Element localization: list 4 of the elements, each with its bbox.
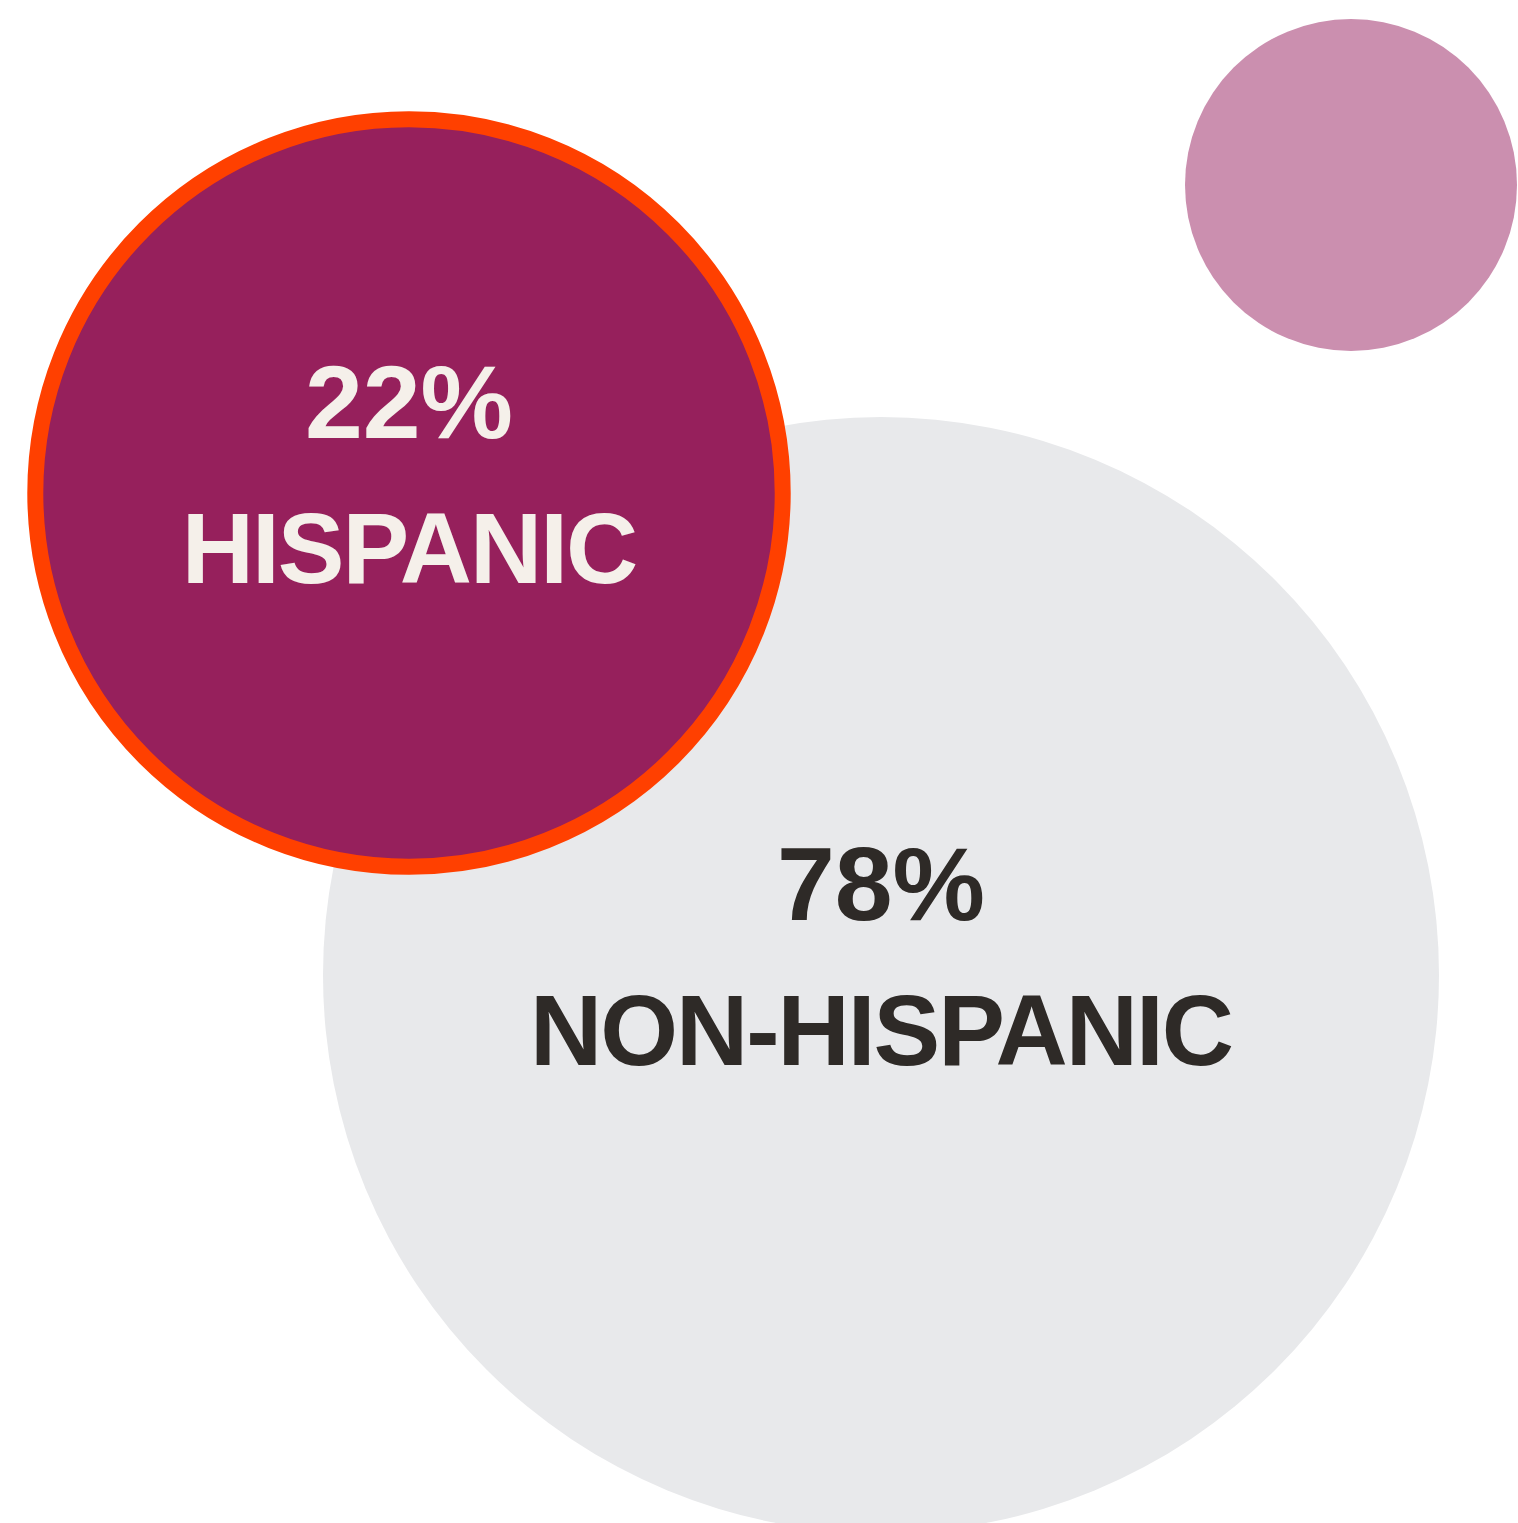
data-label: 78% — [776, 826, 986, 942]
data-label: 22% — [304, 344, 514, 460]
category-label: HISPANIC — [181, 492, 637, 604]
category-label: NON-HISPANIC — [530, 974, 1232, 1086]
